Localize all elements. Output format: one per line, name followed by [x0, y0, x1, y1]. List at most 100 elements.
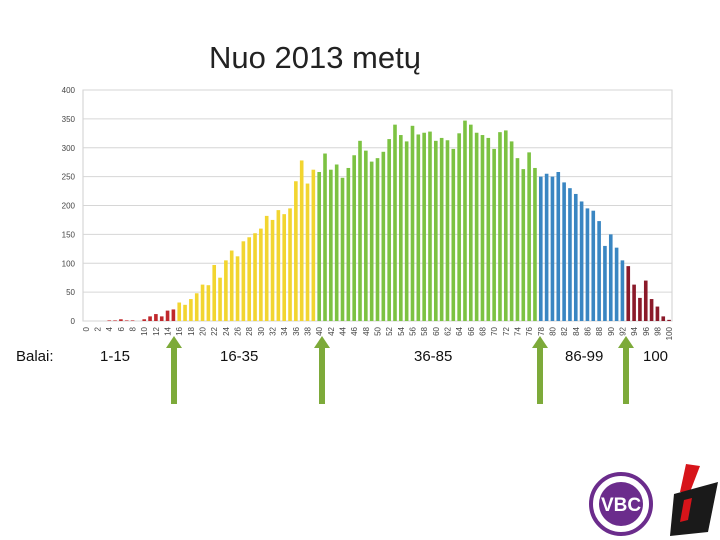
x-tick-label: 58	[420, 326, 429, 335]
bar	[643, 280, 648, 321]
bar	[247, 237, 252, 321]
bar	[620, 260, 625, 321]
x-tick-label: 40	[315, 326, 324, 335]
bar	[632, 284, 636, 321]
x-tick-label: 72	[502, 326, 511, 335]
boundary-arrow-85	[532, 336, 548, 404]
bar	[428, 131, 432, 321]
x-tick-label: 20	[199, 326, 208, 335]
bar	[317, 172, 321, 321]
x-tick-label: 8	[129, 326, 138, 331]
bar	[364, 150, 368, 321]
bar	[352, 155, 356, 321]
bar	[533, 167, 537, 321]
bar	[305, 183, 310, 321]
bar	[294, 181, 298, 321]
y-tick-label: 0	[71, 317, 76, 326]
boundary-arrow-99	[618, 336, 634, 404]
x-tick-label: 96	[642, 326, 651, 335]
bar	[422, 132, 426, 321]
boundary-arrow-35	[314, 336, 330, 404]
x-tick-label: 44	[339, 326, 348, 335]
x-tick-label: 82	[560, 326, 569, 335]
bar	[200, 284, 205, 321]
bar	[457, 133, 461, 321]
x-tick-label: 90	[607, 326, 616, 335]
x-tick-label: 100	[665, 326, 674, 340]
bar	[375, 158, 380, 321]
y-tick-label: 100	[62, 259, 76, 268]
band-label-1-15: 1-15	[100, 348, 131, 365]
x-tick-label: 38	[304, 326, 313, 335]
bar	[585, 208, 590, 321]
x-tick-label: 16	[175, 326, 184, 335]
bar	[579, 201, 584, 321]
band-label-16-35: 16-35	[220, 348, 259, 365]
x-tick-label: 0	[82, 326, 91, 331]
bar	[439, 137, 444, 321]
bar	[189, 299, 193, 321]
bar	[608, 234, 613, 321]
bar	[113, 320, 117, 321]
chart-title: Nuo 2013 metų	[209, 40, 421, 75]
x-tick-label: 68	[478, 326, 487, 335]
bar	[323, 153, 327, 321]
x-tick-label: 74	[513, 326, 522, 335]
y-tick-label: 300	[62, 144, 76, 153]
x-tick-label: 62	[443, 326, 452, 335]
bar	[544, 173, 549, 321]
bar	[259, 228, 263, 321]
x-tick-label: 10	[140, 326, 149, 335]
bar	[603, 245, 607, 321]
bar	[334, 164, 339, 321]
bar	[509, 141, 514, 321]
x-tick-label: 70	[490, 326, 499, 335]
x-tick-label: 28	[245, 326, 254, 335]
bar	[614, 247, 619, 321]
x-tick-label: 66	[467, 326, 476, 335]
x-tick-label: 92	[618, 326, 627, 335]
bar	[492, 148, 496, 321]
bar	[229, 250, 234, 321]
band-label-36-85: 36-85	[414, 348, 453, 365]
x-tick-label: 32	[269, 326, 278, 335]
bar	[538, 176, 543, 321]
x-tick-label: 48	[362, 326, 371, 335]
bar	[235, 256, 240, 321]
y-tick-label: 400	[62, 86, 76, 95]
bar	[276, 210, 281, 321]
bar	[503, 130, 508, 321]
bar	[183, 304, 187, 321]
bar	[177, 302, 182, 321]
bar	[369, 161, 374, 321]
bar	[253, 233, 257, 321]
bar	[445, 140, 450, 321]
bar	[130, 320, 135, 321]
x-tick-label: 88	[595, 326, 604, 335]
x-tick-label: 6	[117, 326, 126, 331]
bar	[416, 134, 421, 321]
bar	[171, 309, 176, 321]
bar	[463, 120, 467, 321]
bar	[474, 132, 479, 321]
bar	[410, 125, 415, 322]
band-prefix-label: Balai:	[16, 348, 54, 365]
bar	[404, 141, 409, 321]
bar	[212, 264, 217, 321]
x-tick-label: 76	[525, 326, 534, 335]
y-tick-label: 250	[62, 173, 76, 182]
bar	[358, 140, 362, 321]
x-tick-label: 34	[280, 326, 289, 335]
x-tick-label: 22	[210, 326, 219, 335]
bar	[194, 293, 199, 321]
bar	[498, 132, 502, 321]
x-tick-label: 94	[630, 326, 639, 335]
bar	[638, 297, 642, 321]
x-tick-label: 36	[292, 326, 301, 335]
y-tick-label: 50	[66, 288, 75, 297]
x-tick-label: 84	[572, 326, 581, 335]
bar	[241, 241, 246, 321]
x-tick-label: 54	[397, 326, 406, 335]
bar	[148, 316, 152, 321]
